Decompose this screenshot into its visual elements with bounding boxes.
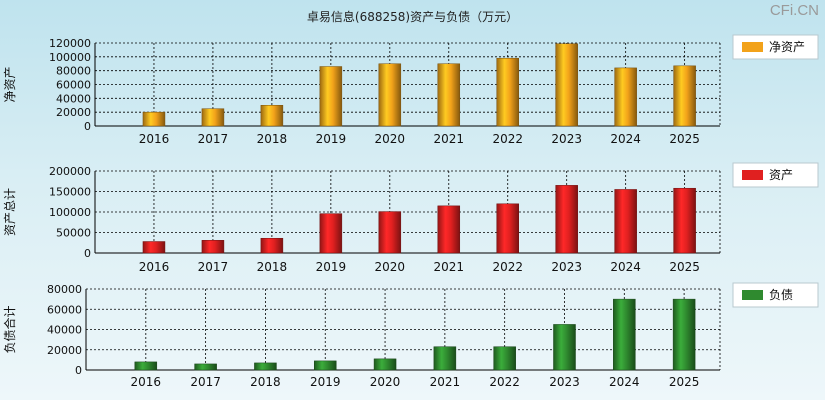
x-tick-label: 2016 (131, 375, 162, 389)
x-tick-label: 2025 (669, 260, 700, 274)
y-tick-label: 40000 (47, 324, 82, 337)
x-tick-label: 2019 (316, 260, 347, 274)
x-tick-label: 2020 (375, 132, 406, 146)
x-tick-label: 2017 (198, 132, 229, 146)
y-tick-label: 80000 (47, 283, 82, 296)
bar-2016 (142, 241, 166, 254)
bar-2022 (496, 57, 519, 127)
bar-2022 (496, 203, 519, 254)
bar-2025 (673, 187, 696, 254)
x-tick-label: 2022 (492, 260, 523, 274)
x-tick-label: 2023 (549, 375, 580, 389)
x-tick-label: 2016 (139, 132, 170, 146)
y-axis-label: 负债合计 (2, 305, 17, 353)
legend-label: 资产 (769, 168, 793, 182)
x-tick-label: 2018 (257, 132, 288, 146)
bar-2025 (673, 65, 696, 127)
bar-2025 (672, 298, 696, 371)
x-tick-label: 2023 (551, 132, 582, 146)
bar-2017 (201, 108, 225, 127)
bar-2018 (260, 237, 284, 254)
x-tick-label: 2024 (610, 132, 641, 146)
y-tick-label: 50000 (56, 227, 91, 240)
x-tick-label: 2018 (250, 375, 281, 389)
y-tick-label: 0 (75, 364, 82, 377)
x-tick-label: 2022 (492, 132, 523, 146)
y-tick-label: 150000 (49, 186, 91, 199)
y-tick-label: 80000 (56, 65, 91, 78)
legend-swatch (742, 42, 763, 52)
bar-2018 (260, 105, 284, 127)
bar-2020 (378, 63, 402, 127)
x-tick-label: 2025 (669, 132, 700, 146)
x-tick-label: 2016 (139, 260, 170, 274)
y-tick-label: 100000 (49, 206, 91, 219)
bar-2021 (437, 63, 461, 127)
bar-2020 (378, 211, 402, 254)
y-axis-label: 资产总计 (3, 188, 17, 236)
y-tick-label: 200000 (49, 165, 91, 178)
chart-panel-2: 0 50000 100000 150000 200000 2016 2017 2018 2019… (3, 162, 819, 274)
bar-2017 (194, 363, 217, 371)
x-tick-label: 2021 (434, 132, 465, 146)
bar-2016 (142, 111, 166, 127)
x-tick-label: 2024 (609, 375, 640, 389)
x-tick-label: 2019 (316, 132, 347, 146)
bar-2022 (493, 346, 516, 371)
bar-2020 (373, 358, 397, 371)
bar-2024 (614, 189, 637, 254)
bar-2023 (555, 185, 578, 254)
bar-2023 (555, 43, 578, 127)
x-tick-label: 2021 (430, 375, 461, 389)
x-tick-label: 2022 (489, 375, 520, 389)
legend-swatch (742, 170, 763, 180)
x-tick-label: 2021 (434, 260, 465, 274)
x-tick-label: 2020 (370, 375, 401, 389)
y-tick-label: 20000 (47, 344, 82, 357)
bar-2019 (319, 66, 343, 127)
x-tick-label: 2018 (257, 260, 288, 274)
bar-2024 (614, 67, 637, 127)
chart-panel-3: 0 20000 40000 60000 80000 2016 2017 2018 2019 202… (2, 282, 819, 389)
bar-2017 (201, 240, 225, 254)
y-tick-label: 40000 (56, 92, 91, 105)
bar-2019 (319, 213, 343, 254)
x-tick-label: 2017 (198, 260, 229, 274)
watermark-logo: CFi.CN (769, 2, 819, 19)
bar-2016 (134, 361, 158, 371)
x-tick-label: 2019 (310, 375, 341, 389)
y-tick-label: 0 (84, 120, 91, 133)
x-tick-label: 2017 (190, 375, 221, 389)
legend-label: 负债 (769, 288, 793, 302)
x-tick-label: 2023 (551, 260, 582, 274)
y-tick-label: 100000 (49, 51, 91, 64)
y-axis-label: 净资产 (3, 66, 17, 102)
y-tick-label: 60000 (56, 79, 91, 92)
bar-2018 (254, 362, 277, 371)
chart-title: 卓易信息(688258)资产与负债（万元） (306, 10, 519, 24)
bar-2023 (553, 324, 576, 371)
y-tick-label: 120000 (49, 37, 91, 50)
x-tick-label: 2020 (375, 260, 406, 274)
bar-2024 (613, 298, 636, 371)
y-tick-label: 0 (84, 247, 91, 260)
bar-2021 (437, 205, 461, 254)
x-tick-label: 2025 (669, 375, 700, 389)
x-tick-label: 2024 (610, 260, 641, 274)
legend-swatch (742, 290, 763, 300)
bar-2019 (313, 360, 337, 371)
legend-label: 净资产 (769, 40, 805, 54)
bar-2021 (433, 346, 457, 371)
y-tick-label: 20000 (56, 106, 91, 119)
y-tick-label: 60000 (47, 303, 82, 316)
